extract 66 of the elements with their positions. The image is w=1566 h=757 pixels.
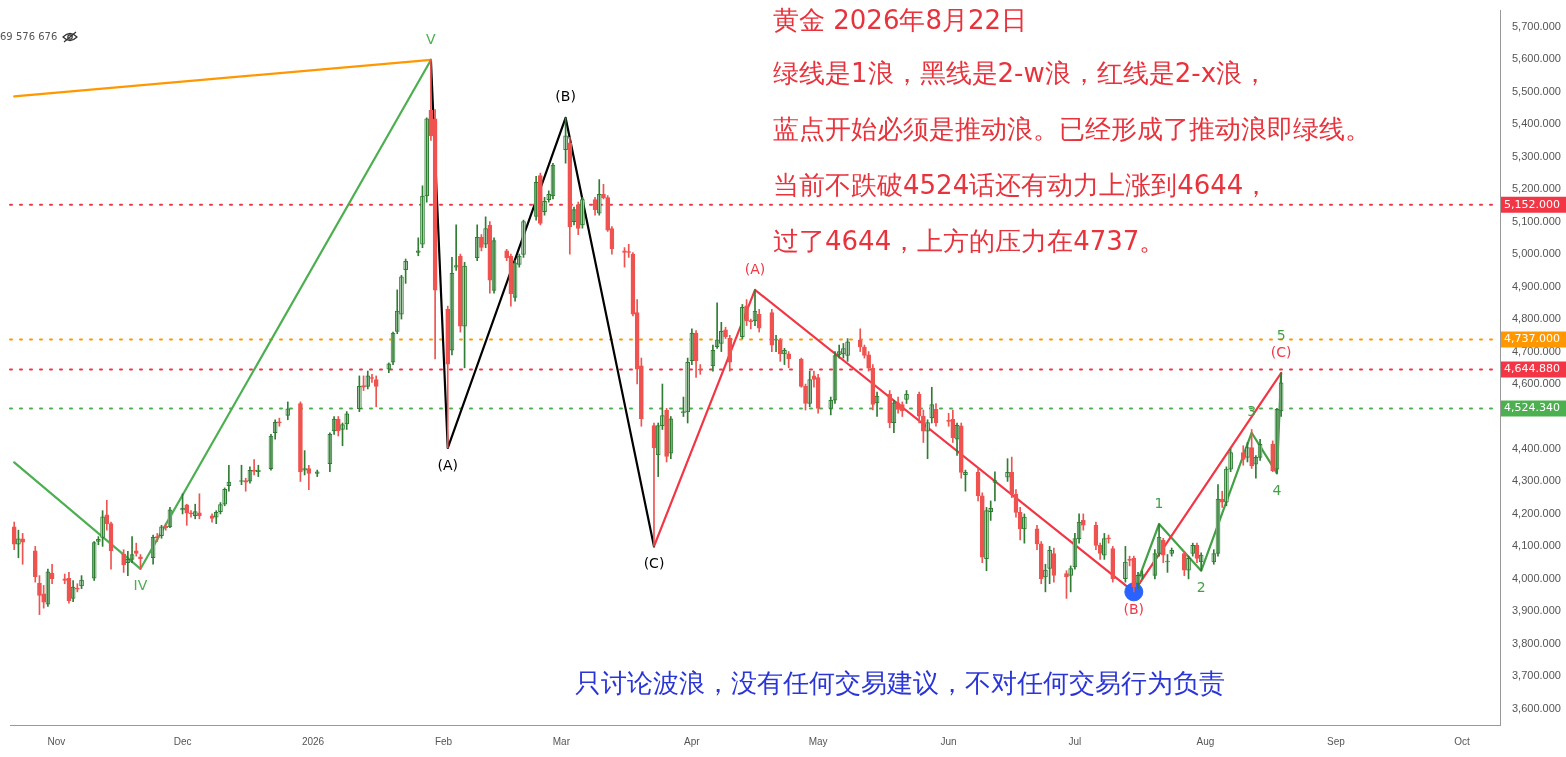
x-tick-label: Dec <box>173 735 192 747</box>
y-tick-label: 4,900.000 <box>1512 279 1561 292</box>
annotation: 4 <box>1272 481 1282 498</box>
y-tick-label: 3,900.000 <box>1512 604 1561 617</box>
annotation: 69 576 676 <box>0 30 58 42</box>
y-tick-label: 4,400.000 <box>1512 442 1561 455</box>
annotation: (C) <box>1270 343 1292 360</box>
x-tick-label: Apr <box>684 735 701 747</box>
x-tick-label: Nov <box>47 735 66 747</box>
y-tick-label: 4,700.000 <box>1512 344 1561 357</box>
candlestick <box>1106 534 1111 544</box>
y-tick-label: 3,600.000 <box>1512 701 1561 714</box>
x-tick-label: Jul <box>1068 735 1082 747</box>
ref-line-label: 5,152.000 <box>1504 197 1560 211</box>
annotation: 蓝点开始必须是推动浪。已经形成了推动浪即绿线。 <box>773 113 1371 144</box>
annotation: (C) <box>643 555 665 572</box>
x-tick-label: Sep <box>1326 735 1346 747</box>
annotation: (A) <box>744 260 766 277</box>
y-tick-label: 4,200.000 <box>1512 506 1561 519</box>
candlestick <box>75 583 80 593</box>
x-tick-label: Oct <box>1454 735 1471 747</box>
y-tick-label: 3,700.000 <box>1512 669 1561 682</box>
y-tick-label: 5,600.000 <box>1512 52 1561 65</box>
ref-line-label: 4,737.000 <box>1504 332 1560 346</box>
y-tick-label: 5,400.000 <box>1512 117 1561 130</box>
annotation: 2 <box>1196 579 1206 596</box>
ref-line-label: 4,644.880 <box>1504 362 1560 376</box>
annotation: (B) <box>1123 600 1145 617</box>
y-tick-label: 4,000.000 <box>1512 571 1561 584</box>
x-tick-label: Jun <box>940 735 957 747</box>
y-tick-label: 5,100.000 <box>1512 214 1561 227</box>
y-tick-label: 4,600.000 <box>1512 377 1561 390</box>
x-tick-label: May <box>808 735 828 747</box>
candlestick <box>277 417 282 427</box>
x-tick-label: Feb <box>434 735 453 747</box>
y-tick-label: 5,300.000 <box>1512 149 1561 162</box>
annotation: 当前不跌破4524话还有动力上涨到4644， <box>773 169 1270 200</box>
annotation: 1 <box>1154 494 1164 511</box>
y-tick-label: 5,200.000 <box>1512 182 1561 195</box>
y-tick-label: 5,000.000 <box>1512 247 1561 260</box>
y-tick-label: 4,300.000 <box>1512 474 1561 487</box>
y-tick-label: 4,100.000 <box>1512 539 1561 552</box>
annotation: 绿线是1浪，黑线是2-w浪，红线是2-x浪， <box>773 57 1269 88</box>
candlestick <box>963 469 968 492</box>
candlestick <box>302 450 307 476</box>
x-tick-label: 2026 <box>301 735 325 747</box>
candlestick <box>1165 554 1170 573</box>
candlestick <box>622 247 627 268</box>
y-tick-label: 4,800.000 <box>1512 312 1561 325</box>
ref-line-label: 4,524.340 <box>1504 401 1560 415</box>
candlestick <box>361 375 366 391</box>
y-tick-label: 3,800.000 <box>1512 636 1561 649</box>
annotation: 过了4644，上方的压力在4737。 <box>773 225 1166 256</box>
annotation: (B) <box>555 88 576 105</box>
x-tick-label: Aug <box>1196 735 1215 747</box>
y-tick-label: 5,700.000 <box>1512 19 1561 32</box>
annotation: V <box>426 30 437 47</box>
x-tick-label: Mar <box>552 735 571 747</box>
y-tick-label: 5,500.000 <box>1512 84 1561 97</box>
candlestick <box>96 536 101 546</box>
chart-title: 黄金 2026年8月22日 <box>773 4 1028 35</box>
annotation: 5 <box>1276 326 1286 343</box>
annotation: (A) <box>437 456 458 473</box>
annotation: IV <box>133 577 148 594</box>
annotation: 只讨论波浪，没有任何交易建议，不对任何交易行为负责 <box>575 667 1225 698</box>
candlestick <box>138 554 143 570</box>
